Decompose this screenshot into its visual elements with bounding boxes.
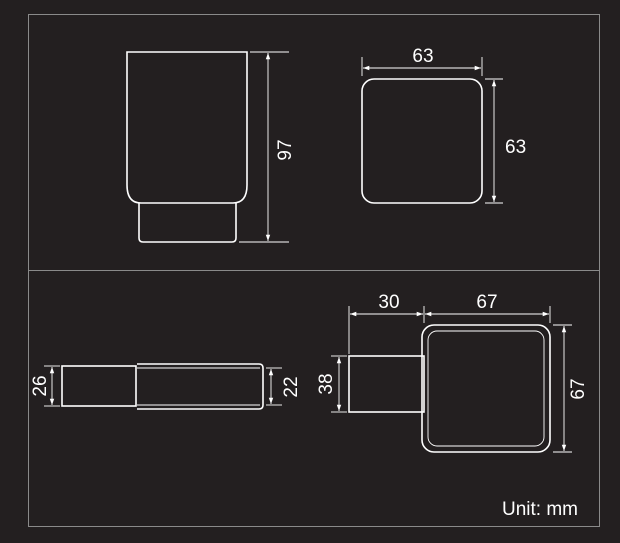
holder-ring-outer: [421, 324, 551, 453]
top-width-label: 63: [412, 46, 433, 67]
holder-side-view: 26 22: [30, 363, 302, 410]
unit-label: Unit: mm: [502, 499, 578, 520]
holder-ring-inner: [427, 330, 545, 447]
cup-body-outline: [126, 51, 248, 204]
holder-height-label: 67: [568, 378, 589, 399]
mount-block-outline: [348, 355, 425, 413]
cup-front-view: 97: [126, 51, 296, 243]
side-mount-outline: [61, 365, 137, 407]
side-cup-thickness-label: 22: [281, 376, 302, 397]
cup-top-outline: [361, 78, 483, 204]
holder-width-label: 67: [476, 292, 497, 313]
projection-label: 30: [378, 292, 399, 313]
cup-base-outline: [138, 203, 237, 243]
top-depth-label: 63: [505, 137, 526, 158]
holder-top-view: 38 30 67 67: [316, 292, 589, 453]
mount-height-label: 38: [316, 373, 337, 394]
side-thickness-label: 26: [30, 375, 51, 396]
cup-height-label: 97: [275, 139, 296, 160]
cup-top-view: 63 63: [361, 46, 526, 204]
side-cup-outline: [137, 363, 264, 410]
